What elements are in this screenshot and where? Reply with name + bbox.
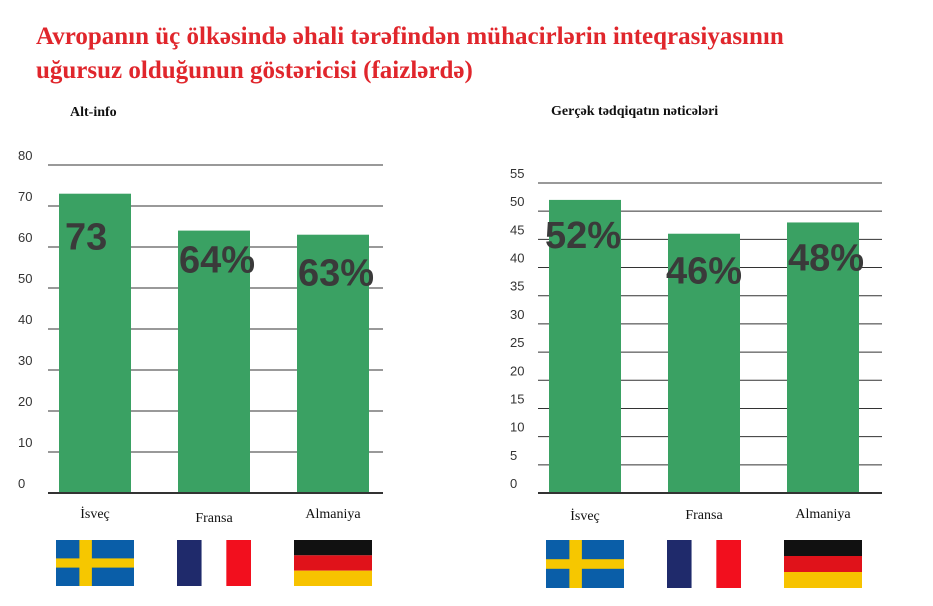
- page-title: Avropanın üç ölkəsində əhali tərəfindən …: [36, 20, 916, 88]
- chart-1-title: Alt-info: [70, 105, 117, 120]
- chart-2-bar-1: [549, 199, 621, 492]
- chart-2-bar-2: [668, 233, 740, 492]
- chart-1-bar-1: [59, 193, 131, 492]
- chart-2-france-flag-icon: [667, 540, 741, 588]
- chart-2-ytick: 20: [510, 363, 524, 378]
- chart-1-france-flag-icon: [177, 540, 251, 586]
- chart-1-ytick: 40: [18, 312, 32, 327]
- chart-2-ytick: 5: [510, 448, 517, 463]
- chart-1-data-label-2: 64%: [179, 240, 255, 282]
- chart-1-category-3: Almaniya: [305, 507, 361, 522]
- chart-2-ytick: 35: [510, 279, 524, 294]
- chart-2-data-label-3: 48%: [788, 237, 864, 279]
- chart-1-bar-3: [297, 234, 369, 492]
- chart-2-data-label-1: 52%: [545, 215, 621, 257]
- chart-1-ytick: 0: [18, 476, 25, 491]
- chart-2-data-label-2: 46%: [666, 251, 742, 293]
- chart-1-data-label-3: 63%: [298, 253, 374, 295]
- chart-2-sweden-flag-icon: [546, 540, 624, 588]
- chart-2-ytick: 50: [510, 194, 524, 209]
- chart-1-ytick: 80: [18, 148, 32, 163]
- title-line-1: Avropanın üç ölkəsində əhali tərəfindən …: [36, 23, 784, 50]
- chart-1-germany-flag-icon: [294, 540, 372, 586]
- chart-2-ytick: 45: [510, 222, 524, 237]
- chart-1-data-label-1: 73: [65, 217, 107, 259]
- chart-2-ytick: 25: [510, 335, 524, 350]
- chart-2-ytick: 0: [510, 476, 517, 491]
- chart-1-bar-2: [178, 230, 250, 492]
- chart-1-ytick: 70: [18, 189, 32, 204]
- chart-2-title: Gerçək tədqiqatın nəticələri: [551, 104, 719, 119]
- chart-1-category-1: İsveç: [80, 506, 110, 522]
- chart-2-ytick: 10: [510, 420, 524, 435]
- chart-2-category-2: Fransa: [685, 508, 723, 523]
- chart-2-category-3: Almaniya: [795, 507, 851, 522]
- chart-2-category-1: İsveç: [570, 508, 600, 524]
- chart-1-category-2: Fransa: [195, 511, 233, 526]
- title-line-2: uğursuz olduğunun göstəricisi (faizlərdə…: [36, 57, 473, 84]
- chart-1-ytick: 10: [18, 435, 32, 450]
- chart-1-ytick: 50: [18, 271, 32, 286]
- chart-1-sweden-flag-icon: [56, 540, 134, 586]
- chart-1-ytick: 30: [18, 353, 32, 368]
- chart-2-ytick: 55: [510, 166, 524, 181]
- chart-2-ytick: 40: [510, 251, 524, 266]
- chart-1-ytick: 20: [18, 394, 32, 409]
- chart-2-ytick: 15: [510, 391, 524, 406]
- chart-1-ytick: 60: [18, 230, 32, 245]
- chart-2-bar-3: [787, 222, 859, 493]
- chart-2-ytick: 30: [510, 307, 524, 322]
- chart-2-germany-flag-icon: [784, 540, 862, 588]
